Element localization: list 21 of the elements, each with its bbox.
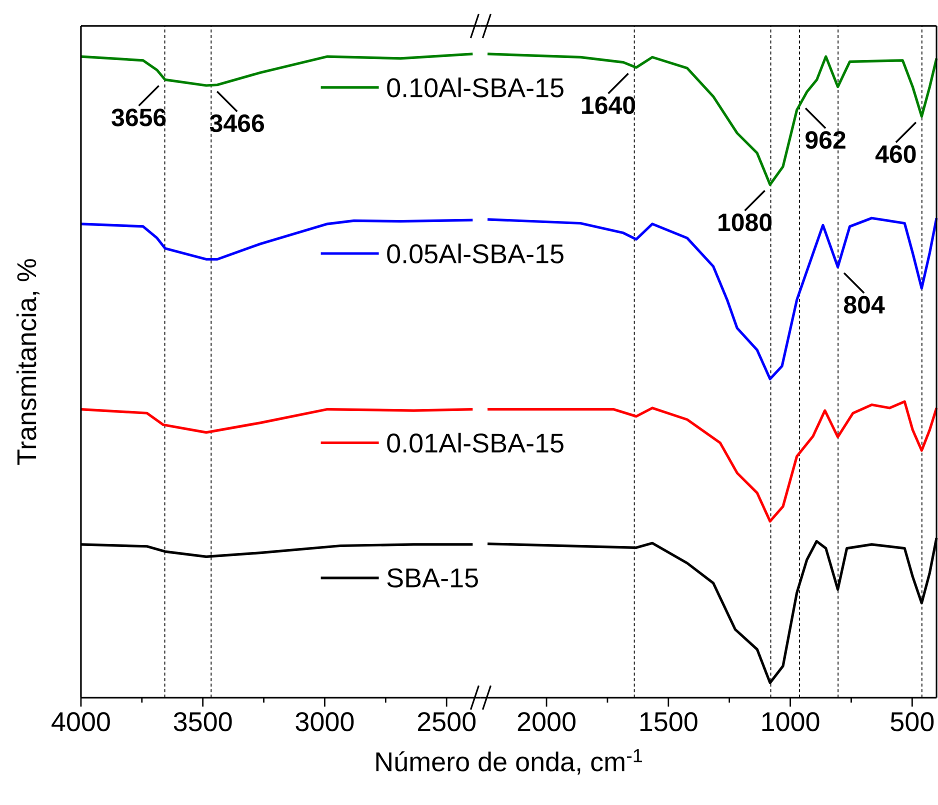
annotation: 460 (875, 145, 916, 164)
y-axis-title: Transmitancia, % (16, 259, 40, 466)
x-axis-title: Número de onda, cm$^{-1}$ (376, 749, 642, 775)
x-tick-label: 1000 (762, 712, 820, 732)
annotation: 1640 (582, 96, 636, 114)
x-tick-label: 2000 (518, 712, 576, 732)
annotation: 3466 (210, 114, 264, 132)
legend-label: 0.01Al-SBA-15 (387, 433, 564, 453)
x-tick-label: 3000 (296, 712, 354, 732)
x-tick-label: 4000 (52, 712, 110, 732)
annotation: 804 (844, 296, 885, 314)
annotation: 3656 (112, 108, 166, 127)
legend-label: 0.05Al-SBA-15 (387, 244, 564, 264)
x-tick-label: 500 (890, 712, 934, 732)
x-tick-label: 2500 (418, 712, 476, 732)
annotation: 1080 (718, 214, 772, 232)
annotation: 962 (806, 131, 846, 150)
legend-label: SBA-15 (387, 568, 478, 588)
x-tick-label: 3500 (174, 712, 232, 732)
legend-label: 0.10Al-SBA-15 (387, 78, 564, 98)
x-tick-label: 1500 (640, 712, 698, 732)
